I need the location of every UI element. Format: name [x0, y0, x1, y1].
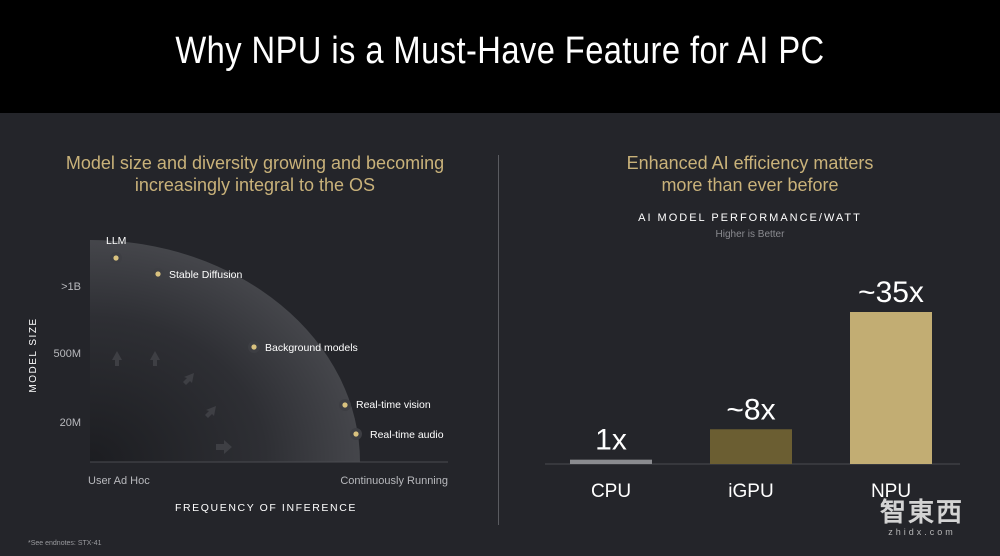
point-label: Real-time audio: [370, 429, 444, 441]
point-label: Stable Diffusion: [169, 269, 243, 281]
bar-chart-title: AI MODEL PERFORMANCE/WATT: [638, 212, 862, 224]
right-heading-line1: Enhanced AI efficiency matters: [626, 153, 874, 173]
right-panel-heading: Enhanced AI efficiency matters more than…: [560, 152, 940, 196]
bar-category-label: CPU: [591, 481, 631, 502]
point-dot: [353, 431, 359, 437]
bar-npu: [850, 312, 932, 464]
bar-value-label: ~8x: [726, 393, 775, 426]
model-space-area: [90, 240, 360, 462]
watermark-url: zhidx.com: [888, 527, 956, 537]
x-tick-label: User Ad Hoc: [88, 475, 150, 487]
point-real-time-audio: Real-time audio: [350, 428, 444, 441]
x-tick-label: Continuously Running: [340, 475, 448, 487]
y-tick-label: >1B: [61, 281, 81, 293]
point-dot: [342, 402, 348, 408]
bar-chart-subtitle: Higher is Better: [715, 229, 785, 240]
x-axis-label: FREQUENCY OF INFERENCE: [175, 502, 357, 514]
arrow-icon: [150, 351, 160, 366]
left-heading-line1: Model size and diversity growing and bec…: [65, 153, 445, 173]
point-stable-diffusion: Stable Diffusion: [152, 268, 243, 281]
growth-arrows: [112, 351, 232, 454]
bar-category-label: NPU: [871, 481, 911, 502]
left-heading-line2: increasingly integral to the OS: [134, 175, 376, 195]
bar-cpu: [570, 459, 652, 464]
point-dot: [251, 344, 257, 350]
arrow-icon: [205, 406, 216, 418]
y-tick-label: 20M: [60, 417, 81, 429]
bar-category-label: iGPU: [728, 481, 773, 502]
arrow-icon: [216, 440, 232, 454]
point-dot: [113, 255, 119, 261]
bar-igpu: [710, 429, 792, 464]
bar-value-label: 1x: [595, 424, 627, 457]
header-bar: Why NPU is a Must-Have Feature for AI PC: [0, 0, 1000, 113]
point-label: Real-time vision: [356, 399, 431, 411]
watermark-logo: 智東西: [879, 497, 964, 527]
right-heading-line2: more than ever before: [661, 175, 839, 195]
left-panel-heading: Model size and diversity growing and bec…: [40, 152, 470, 196]
bar-chart: 1x CPU ~8x iGPU ~35x NPU: [545, 276, 960, 502]
arrow-icon: [112, 351, 122, 366]
point-dot: [155, 271, 161, 277]
y-axis-label: MODEL SIZE: [28, 317, 39, 392]
footnote: *See endnotes: STX-41: [28, 540, 102, 547]
page-title: Why NPU is a Must-Have Feature for AI PC: [175, 30, 825, 72]
arrow-icon: [183, 373, 194, 385]
point-label: LLM: [106, 235, 126, 247]
point-background-models: Background models: [248, 341, 358, 354]
point-real-time-vision: Real-time vision: [339, 399, 431, 411]
point-label: Background models: [265, 342, 358, 354]
y-tick-label: 500M: [53, 348, 81, 360]
panel-divider: [498, 155, 499, 525]
bar-value-label: ~35x: [858, 276, 924, 309]
point-llm: LLM: [106, 235, 126, 264]
